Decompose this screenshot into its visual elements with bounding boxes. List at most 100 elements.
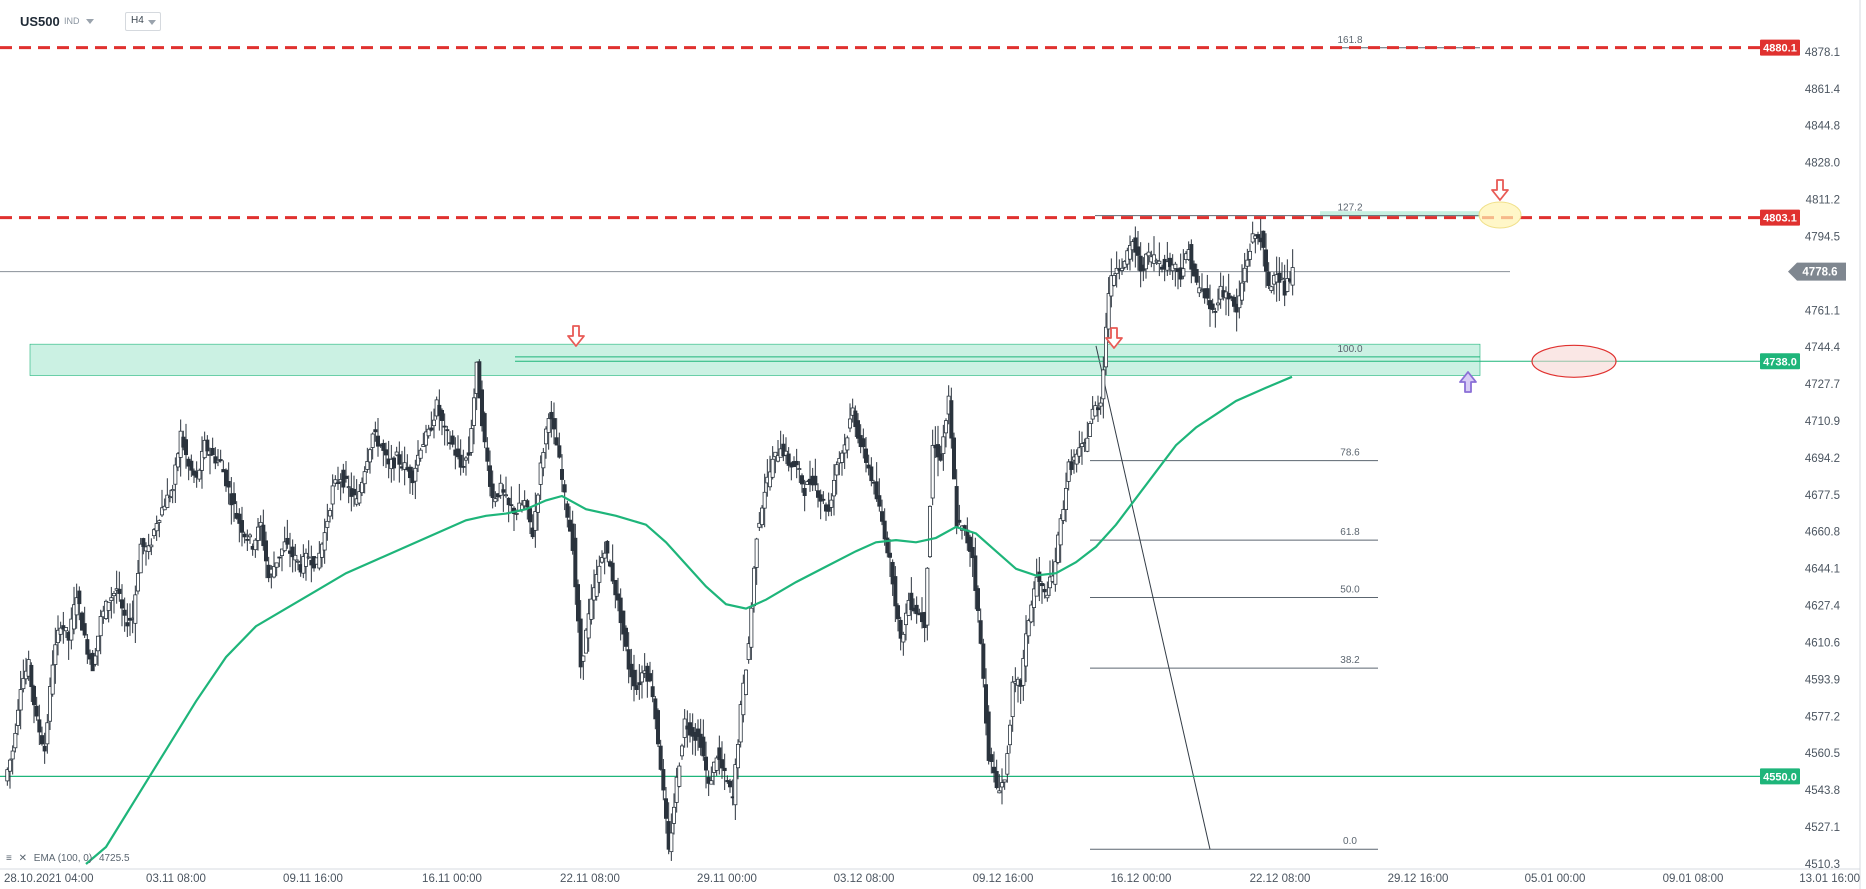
candle-down <box>77 590 82 605</box>
candle-down <box>125 622 130 627</box>
candle-up <box>1064 487 1069 510</box>
candle-down <box>82 623 87 636</box>
y-tick-label: 4878.1 <box>1805 47 1840 59</box>
y-tick-label: 4627.4 <box>1805 600 1841 612</box>
fib-label-61.8: 61.8 <box>1340 527 1360 538</box>
candle-down <box>656 710 661 745</box>
candle-up <box>834 464 839 476</box>
candle-up <box>173 464 178 485</box>
candle-up <box>832 479 837 497</box>
level-tag: 4738.0 <box>1763 356 1797 368</box>
candle-up <box>589 598 594 620</box>
candle-up <box>581 655 586 662</box>
candle-down <box>509 504 514 507</box>
x-tick-label: 16.12 00:00 <box>1111 873 1172 885</box>
level-tag: 4880.1 <box>1763 43 1797 55</box>
close-icon[interactable]: ✕ <box>18 853 28 864</box>
candle-down <box>479 389 484 427</box>
timeframe-select[interactable]: H4 <box>125 12 161 31</box>
fib-label-0.0: 0.0 <box>1343 836 1357 847</box>
collapse-icon[interactable]: ≡ <box>6 853 12 864</box>
candle-down <box>525 500 530 508</box>
candle-up <box>1034 576 1039 597</box>
y-tick-label: 4510.3 <box>1805 859 1840 871</box>
candle-up <box>944 420 949 434</box>
candle-up <box>415 454 420 466</box>
candle-down <box>621 610 626 635</box>
candle-down <box>40 735 45 745</box>
candle-down <box>989 754 994 762</box>
candle-down <box>658 745 663 770</box>
candle-down <box>183 439 188 456</box>
candle-down <box>223 469 228 487</box>
candle-down <box>29 664 34 688</box>
candle-down <box>290 546 295 558</box>
chevron-down-icon <box>148 20 156 25</box>
candle-up <box>503 494 508 497</box>
candle-down <box>984 684 989 724</box>
fib-anchor-line <box>1095 345 1211 850</box>
y-tick-label: 4761.1 <box>1805 305 1840 317</box>
candle-up <box>1074 453 1079 465</box>
candle-up <box>151 529 156 537</box>
candle-up <box>925 567 930 626</box>
y-tick-label: 4644.1 <box>1805 564 1840 576</box>
candle-up <box>98 616 103 637</box>
candle-down <box>1037 571 1042 582</box>
candle-down <box>351 488 356 496</box>
y-tick-label: 4694.2 <box>1805 453 1840 465</box>
candle-down <box>1133 237 1138 253</box>
candle-up <box>904 612 909 626</box>
candle-down <box>466 452 471 456</box>
candle-up <box>322 532 327 551</box>
candle-down <box>373 429 378 433</box>
indicator-label[interactable]: EMA (100, 0) <box>33 853 93 864</box>
candle-up <box>1104 326 1109 368</box>
candle-up <box>1002 779 1007 783</box>
level-tag-bg <box>1760 39 1800 56</box>
candle-up <box>96 635 101 652</box>
candle-down <box>32 685 37 706</box>
chevron-down-icon[interactable] <box>86 19 94 24</box>
candle-down <box>205 439 210 452</box>
candle-down <box>994 770 999 789</box>
x-tick-label: 05.01 00:00 <box>1525 873 1586 885</box>
price-tag-bg <box>1788 262 1846 281</box>
candle-up <box>1061 509 1066 521</box>
candle-up <box>1077 447 1082 457</box>
candle-down <box>728 780 733 788</box>
candle-up <box>1010 681 1015 717</box>
candle-down <box>981 643 986 679</box>
candle-up <box>1146 251 1151 257</box>
x-tick-label: 28.10.2021 04:00 <box>4 873 94 885</box>
candle-down <box>530 527 535 538</box>
candle-down <box>120 599 125 609</box>
candle-down <box>1136 246 1141 256</box>
candle-down <box>634 685 639 690</box>
candle-up <box>5 769 10 782</box>
candle-down <box>936 444 941 458</box>
candle-down <box>952 437 957 480</box>
candle-up <box>72 604 77 630</box>
candle-up <box>1109 275 1114 297</box>
candle-up <box>58 627 63 635</box>
candle-down <box>485 447 490 462</box>
fibonacci-layer: 0.0 38.2 50.0 61.8 78.6 100.0 127.2 161.8 <box>515 35 1480 850</box>
candle-up <box>741 682 746 716</box>
candle-up <box>64 627 69 632</box>
candle-up <box>282 541 287 552</box>
candle-up <box>1112 275 1117 286</box>
candle-down <box>189 460 194 471</box>
candle-up <box>346 486 351 489</box>
candle-down <box>263 540 268 562</box>
candle-up <box>586 613 591 639</box>
symbol-label[interactable]: US500 <box>20 14 60 29</box>
candle-up <box>1021 658 1026 686</box>
candle-up <box>1157 260 1162 265</box>
candle-down <box>490 483 495 499</box>
candle-down <box>237 513 242 524</box>
indicator-value: 4725.5 <box>98 853 130 864</box>
candle-up <box>1245 259 1250 267</box>
candle-down <box>976 588 981 611</box>
